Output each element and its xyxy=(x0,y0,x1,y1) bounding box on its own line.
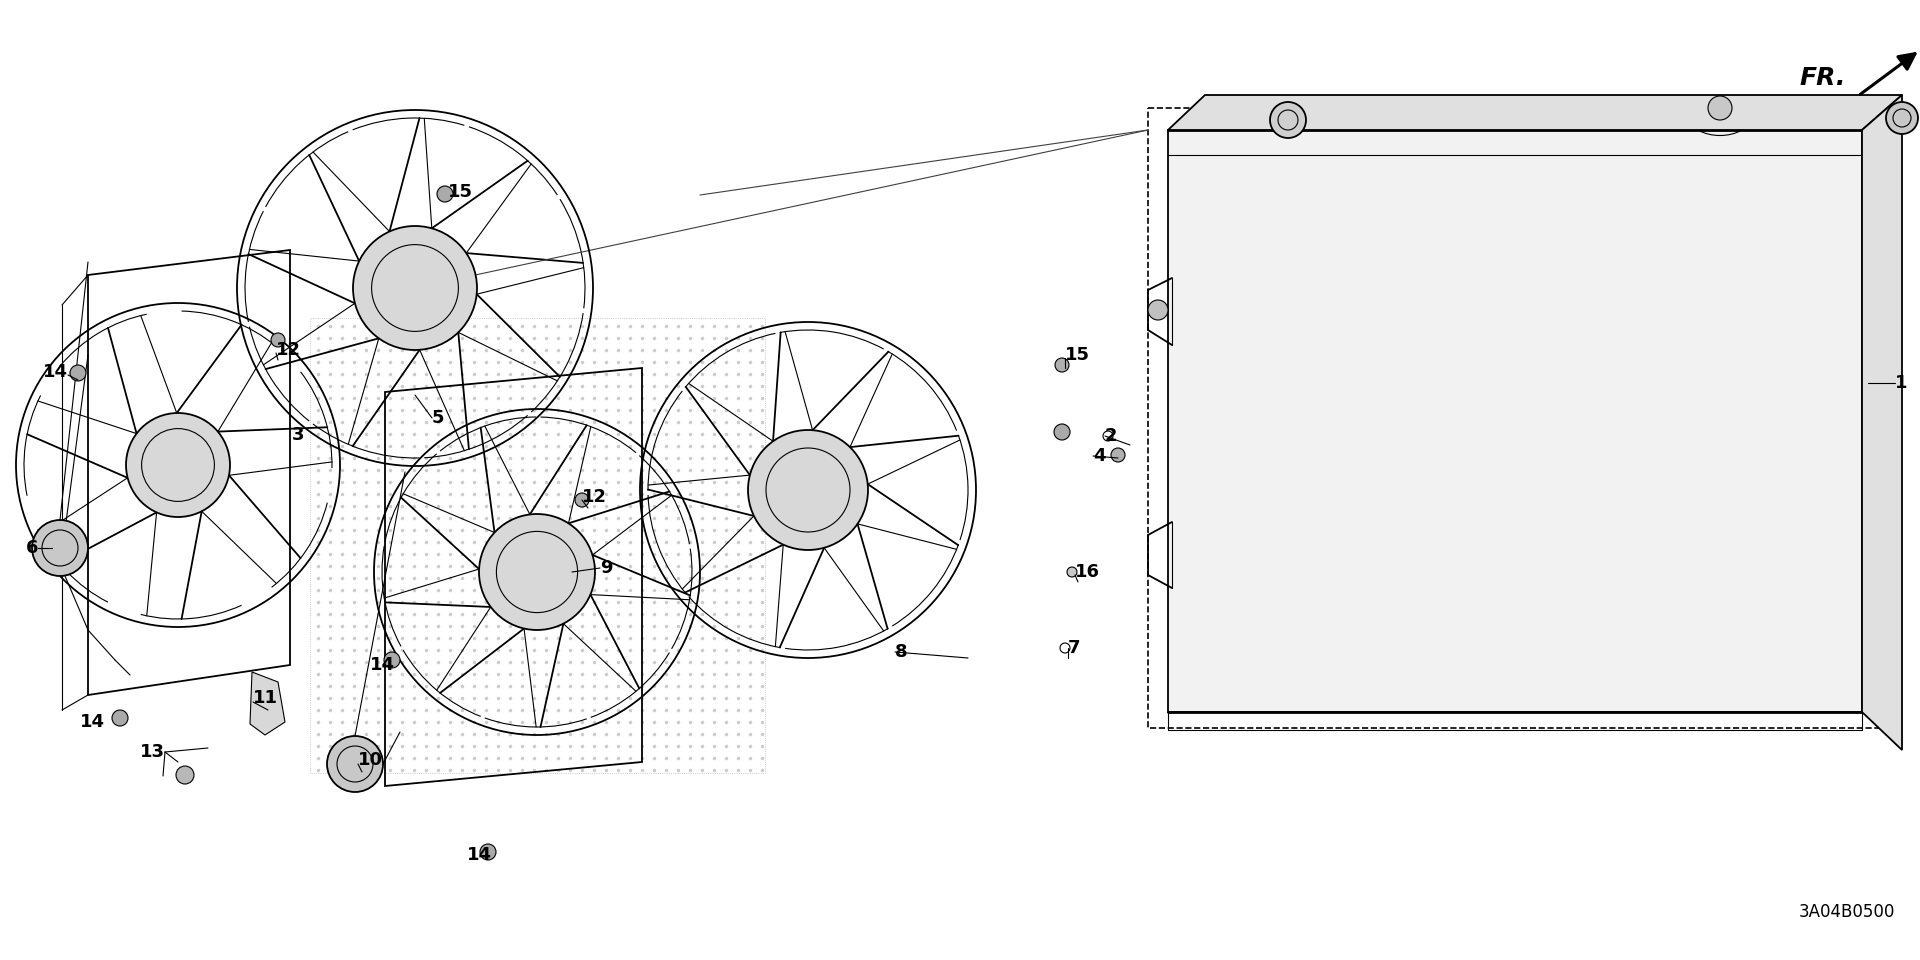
Text: 12: 12 xyxy=(582,488,607,506)
Text: 14: 14 xyxy=(81,713,106,731)
Text: 2: 2 xyxy=(1106,427,1117,445)
Circle shape xyxy=(353,226,476,350)
Text: 15: 15 xyxy=(1066,346,1091,364)
Text: 3: 3 xyxy=(292,426,305,444)
Text: 13: 13 xyxy=(140,743,165,761)
Text: 7: 7 xyxy=(1068,639,1081,657)
Text: 4: 4 xyxy=(1092,447,1106,465)
Text: 16: 16 xyxy=(1075,563,1100,581)
Text: 9: 9 xyxy=(599,559,612,577)
Text: 8: 8 xyxy=(895,643,908,661)
Text: 15: 15 xyxy=(447,183,472,201)
Circle shape xyxy=(480,844,495,860)
Polygon shape xyxy=(250,672,284,735)
Text: 14: 14 xyxy=(42,363,67,381)
Circle shape xyxy=(1054,424,1069,440)
Circle shape xyxy=(271,333,284,347)
Text: 14: 14 xyxy=(467,846,492,864)
Circle shape xyxy=(1112,448,1125,462)
Polygon shape xyxy=(1167,130,1862,712)
Circle shape xyxy=(1709,96,1732,120)
Circle shape xyxy=(127,413,230,517)
Text: 12: 12 xyxy=(276,341,301,359)
Text: 11: 11 xyxy=(253,689,278,707)
Circle shape xyxy=(326,736,382,792)
Circle shape xyxy=(1068,567,1077,577)
Circle shape xyxy=(1054,358,1069,372)
Circle shape xyxy=(478,514,595,630)
Circle shape xyxy=(177,766,194,784)
Text: 1: 1 xyxy=(1895,374,1907,392)
Polygon shape xyxy=(1167,95,1903,130)
Circle shape xyxy=(749,430,868,550)
Circle shape xyxy=(384,652,399,668)
Text: 6: 6 xyxy=(25,539,38,557)
Text: 10: 10 xyxy=(357,751,382,769)
Circle shape xyxy=(1148,300,1167,320)
Bar xyxy=(309,318,764,773)
Circle shape xyxy=(438,186,453,202)
Circle shape xyxy=(111,710,129,726)
Polygon shape xyxy=(1862,95,1903,750)
Circle shape xyxy=(1269,102,1306,138)
Circle shape xyxy=(33,520,88,576)
Circle shape xyxy=(1885,102,1918,134)
Circle shape xyxy=(69,365,86,381)
Text: FR.: FR. xyxy=(1799,66,1845,90)
Circle shape xyxy=(574,493,589,507)
Text: 14: 14 xyxy=(371,656,396,674)
Text: 3A04B0500: 3A04B0500 xyxy=(1799,903,1895,921)
Text: 5: 5 xyxy=(432,409,445,427)
